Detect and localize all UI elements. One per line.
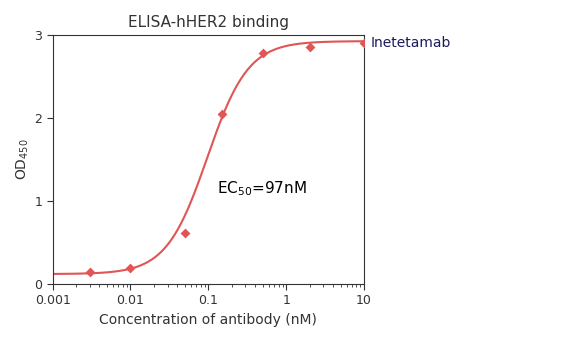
Point [359, 40, 368, 45]
Point [258, 50, 267, 55]
Text: Inetetamab: Inetetamab [370, 36, 451, 50]
Point [180, 230, 190, 235]
Point [126, 265, 135, 271]
Text: EC$_{50}$=97nM: EC$_{50}$=97nM [217, 179, 307, 198]
Point [218, 111, 227, 117]
Point [305, 44, 314, 50]
Title: ELISA-hHER2 binding: ELISA-hHER2 binding [128, 15, 289, 30]
X-axis label: Concentration of antibody (nM): Concentration of antibody (nM) [99, 313, 317, 327]
Point [85, 269, 94, 274]
Y-axis label: OD$_{450}$: OD$_{450}$ [15, 139, 31, 181]
